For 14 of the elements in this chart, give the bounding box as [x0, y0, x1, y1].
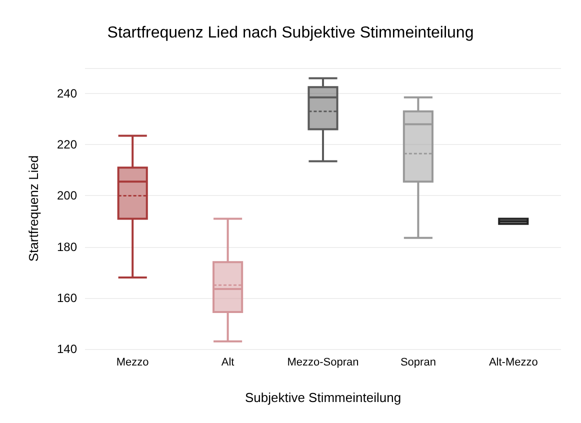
x-tick-label: Mezzo	[116, 356, 149, 368]
y-tick-label: 140	[56, 342, 78, 356]
chart-title: Startfrequenz Lied nach Subjektive Stimmeinteilung	[107, 24, 474, 42]
x-axis-title: Subjektive Stimmeinteilung	[244, 390, 402, 405]
y-tick-label: 160	[56, 290, 78, 305]
y-tick-label: 200	[56, 188, 78, 203]
y-axis-title: Startfrequenz Lied	[26, 155, 41, 262]
y-tick-label: 180	[56, 240, 78, 254]
y-tick-label: 220	[56, 138, 78, 152]
x-tick-label: Sopran	[400, 356, 436, 368]
x-tick-label: Mezzo-Sopran	[287, 356, 359, 368]
y-tick-label: 240	[56, 86, 78, 101]
x-tick-label: Alt	[221, 356, 234, 368]
x-tick-label: Alt-Mezzo	[488, 356, 538, 368]
